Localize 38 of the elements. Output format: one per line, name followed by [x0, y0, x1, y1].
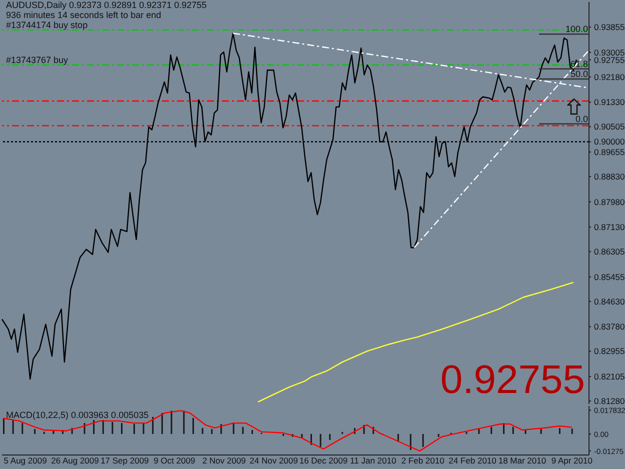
y-tick-label: 0.91330	[594, 97, 625, 108]
x-tick-label: 9 Oct 2009	[154, 455, 196, 466]
y-tick-label: 0.87130	[594, 222, 625, 232]
y-tick-label: 0.82955	[594, 346, 625, 356]
y-tick-label: 0.93005	[594, 47, 625, 58]
ref-line-label: #13744174 buy stop	[6, 20, 88, 30]
x-tick-label: 18 Mar 2010	[498, 455, 546, 466]
annotation: 0.0	[575, 114, 588, 124]
text: 936 minutes 14 seconds left to bar end	[6, 10, 162, 20]
y-tick-label: 0.82105	[594, 371, 625, 382]
y-tick-label: 0.86305	[594, 246, 625, 257]
chart-title: AUDUSD,Daily 0.92373 0.92891 0.92371 0.92755	[6, 0, 207, 10]
ref-line-label: #13743767 buy	[6, 55, 69, 66]
x-tick-label: 5 Aug 2009	[4, 455, 48, 466]
y-tick-label: 0.88830	[594, 172, 625, 182]
x-tick-label: 17 Sep 2009	[100, 455, 150, 466]
y-tick-label: 0.90000	[594, 136, 625, 147]
y-tick-label: 0.84630	[594, 296, 625, 306]
annotation: 50.0	[570, 69, 588, 80]
y-tick-label: 0.83780	[594, 322, 625, 332]
chart-title: MACD(10,22,5) 0.003963 0.005035	[6, 410, 149, 420]
x-tick-label: 16 Dec 2009	[299, 455, 348, 466]
y-tick-label: 0.87980	[594, 196, 625, 207]
x-tick-label: 2 Feb 2010	[401, 455, 445, 466]
x-tick-label: 9 Apr 2010	[551, 455, 593, 466]
x-tick-label: 26 Aug 2009	[51, 455, 100, 466]
y-tick-label: 0.93855	[594, 22, 625, 32]
y-tick-label: 0.81280	[594, 396, 625, 406]
y-tick-label: 0.85455	[594, 272, 625, 282]
x-tick-label: 24 Nov 2009	[250, 455, 298, 466]
y-tick-label: 0.90505	[594, 122, 625, 132]
annotation: 0.92755	[440, 358, 585, 402]
x-tick-label: 11 Jan 2010	[350, 455, 396, 466]
x-tick-label: 24 Feb 2010	[448, 455, 497, 466]
x-tick-label: 2 Nov 2009	[202, 455, 246, 466]
y-tick-label: 0.89655	[594, 147, 625, 158]
y-tick-label: 0.92755	[594, 54, 625, 65]
y-tick-label: 0.92180	[594, 72, 625, 82]
